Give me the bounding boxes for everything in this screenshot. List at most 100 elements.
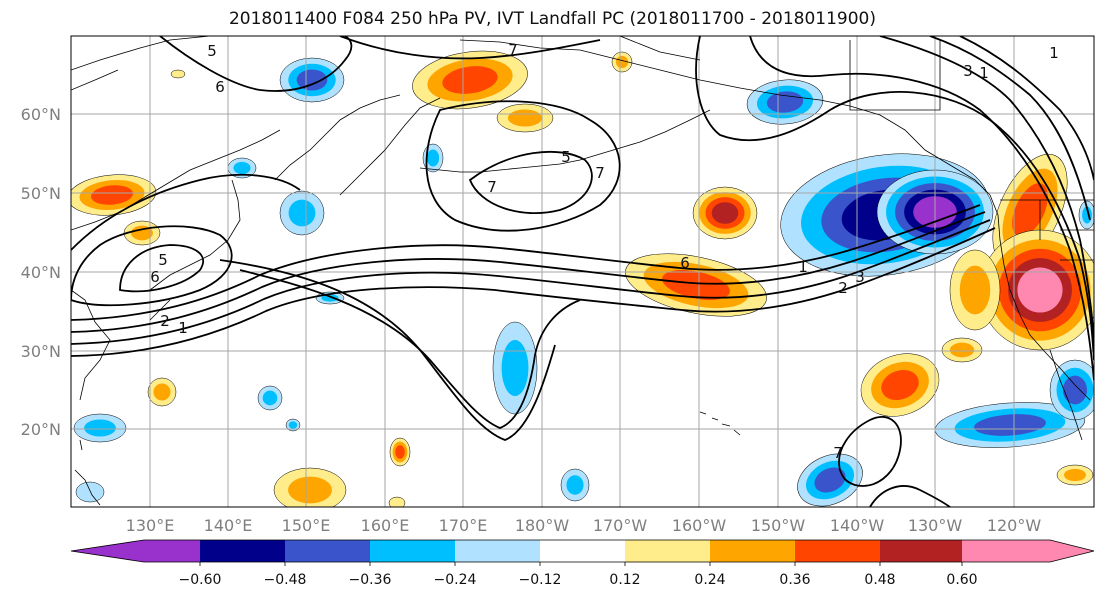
negative-anomaly-blob [492,321,538,415]
positive-anomaly-blob [273,467,347,507]
contour-label: 3 [963,62,973,80]
negative-anomaly-blob [257,385,283,411]
contour-label: 6 [150,268,160,286]
colorbar-tick-label: 0.36 [779,572,810,588]
latitude-labels: 60°N 50°N 40°N 30°N 20°N [21,105,61,439]
latitude-label: 20°N [21,420,61,439]
pv-contour [239,269,581,429]
coastline [849,40,941,111]
longitude-label: 130°E [126,516,175,535]
negative-anomaly-blob [227,157,257,179]
coastline [339,97,441,196]
contour-label: 1 [1049,44,1059,62]
positive-anomaly-blob [979,229,1094,351]
contour-label: 7 [508,41,518,59]
coastline [419,109,711,173]
colorbar-swatch [625,540,710,562]
longitude-label: 140°E [204,516,253,535]
pv-contour [71,204,981,321]
anomaly-fill-layer [71,50,1094,507]
positive-anomaly-blob [412,50,528,110]
contour-label: 5 [158,251,168,269]
colorbar-tick-label: 0.24 [694,572,725,588]
contour-label: 5 [207,42,217,60]
pv-contour [219,259,556,441]
colorbar-extend-low [71,540,145,562]
longitude-labels: 130°E 140°E 150°E 160°E 170°E 180°W 170°W 160°W… [126,516,1042,535]
map-title: 2018011400 F084 250 hPa PV, IVT Landfall… [228,9,876,29]
positive-anomaly-blob [941,337,983,363]
longitude-label: 150°W [751,516,806,535]
colorbar-tick-label: 0.12 [609,572,640,588]
latitude-label: 40°N [21,263,61,282]
colorbar-swatch [540,540,625,562]
pv-contour [71,227,996,357]
coastline [74,439,101,506]
colorbar-outline [70,539,1095,563]
colorbar-tick-label: −0.36 [349,572,392,588]
coastline [989,194,1091,401]
colorbar [70,539,1095,563]
map-frame [70,35,1095,508]
negative-anomaly-blob [285,418,301,432]
contour-label: 1 [798,258,808,276]
pv-contour [71,173,301,251]
negative-anomaly-blob [315,291,345,305]
pv-contour [695,36,1094,361]
positive-anomaly-blob [147,377,177,407]
negative-anomaly-blob [1049,359,1094,421]
longitude-label: 180°W [515,516,570,535]
longitude-label: 130°W [908,516,963,535]
graticule [71,36,1094,507]
pv-contour [119,244,204,293]
latitude-label: 60°N [21,105,61,124]
contour-label: 6 [215,78,225,96]
coastline [71,36,211,91]
coastline [699,411,741,436]
longitude-label: 170°E [439,516,488,535]
colorbar-tick-label: −0.48 [264,572,307,588]
positive-anomaly-blob [170,69,186,79]
colorbar-tick-label: −0.60 [179,572,222,588]
colorbar-swatch [455,540,540,562]
contour-label: 5 [561,148,571,166]
negative-anomaly-blob [797,453,863,507]
colorbar-swatch [144,540,200,562]
contour-label: 2 [160,312,170,330]
coastline [71,289,111,401]
positive-anomaly-blob [1056,464,1094,486]
positive-anomaly-blob [496,103,554,133]
pv-contour [159,36,353,92]
positive-anomaly-blob [123,220,161,246]
contour-label: 7 [833,444,843,462]
longitude-label: 160°W [672,516,727,535]
longitude-label: 150°E [282,516,331,535]
longitude-label: 170°W [593,516,648,535]
positive-anomaly-blob [949,249,1001,331]
colorbar-tick-label: 0.48 [864,572,895,588]
coastline-layer [71,36,1094,506]
colorbar-swatch [962,540,1050,562]
contour-label: 6 [680,254,690,272]
longitude-label: 160°E [361,516,410,535]
negative-anomaly-blob [75,481,105,503]
positive-anomaly-blob [860,353,940,417]
pv-contour [71,211,986,333]
negative-anomaly-blob [560,468,590,502]
coastline [1049,349,1083,441]
positive-anomaly-blob [389,437,411,467]
colorbar-swatch [200,540,285,562]
negative-anomaly-blob [934,402,1086,448]
longitude-label: 120°W [987,516,1042,535]
longitude-label: 140°W [830,516,885,535]
contour-label: 7 [487,178,497,196]
coastline [1000,199,1094,261]
pv-contour-layer [71,36,1094,507]
negative-anomaly-blob [279,57,345,103]
latitude-label: 50°N [21,184,61,203]
colorbar-tick-label: −0.12 [519,572,562,588]
pv-contour [71,219,991,345]
pv-contour [339,36,601,60]
